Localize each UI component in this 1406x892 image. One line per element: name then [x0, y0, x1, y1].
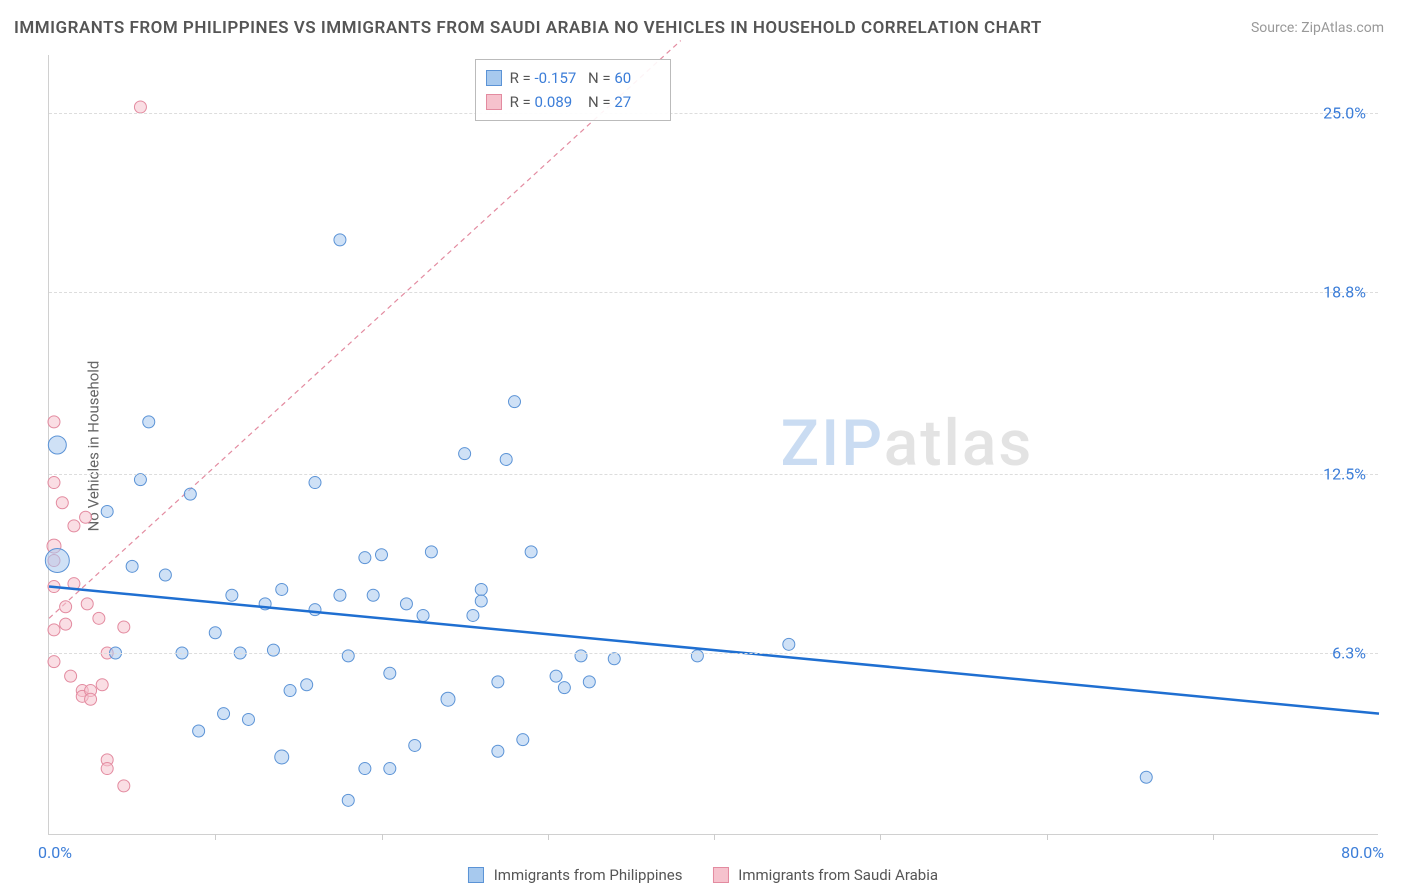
x-tick — [382, 834, 383, 840]
gridline-h — [49, 653, 1378, 654]
stats-row-saudi: R = 0.089 N = 27 — [486, 90, 661, 114]
swatch-philippines-stats — [486, 70, 502, 86]
gridline-h — [49, 474, 1378, 475]
stats-legend: R = -0.157 N = 60R = 0.089 N = 27 — [475, 59, 672, 121]
stats-text-saudi: R = 0.089 N = 27 — [510, 90, 661, 114]
x-tick — [714, 834, 715, 840]
legend-label-saudi: Immigrants from Saudi Arabia — [738, 866, 938, 884]
chart-svg — [49, 55, 1378, 834]
swatch-saudi — [713, 867, 729, 883]
legend-item-saudi: Immigrants from Saudi Arabia — [713, 866, 939, 884]
x-axis-max: 80.0% — [1341, 843, 1384, 862]
x-tick — [880, 834, 881, 840]
legend-label-philippines: Immigrants from Philippines — [494, 866, 683, 884]
stats-row-philippines: R = -0.157 N = 60 — [486, 66, 661, 90]
stats-text-philippines: R = -0.157 N = 60 — [510, 66, 661, 90]
legend-bottom: Immigrants from Philippines Immigrants f… — [468, 866, 938, 884]
source-attribution: Source: ZipAtlas.com — [1251, 20, 1384, 36]
y-tick-label: 6.3% — [1332, 644, 1366, 663]
x-axis-min: 0.0% — [38, 843, 72, 862]
x-tick — [1047, 834, 1048, 840]
legend-item-philippines: Immigrants from Philippines — [468, 866, 683, 884]
gridline-h — [49, 292, 1378, 293]
x-tick — [215, 834, 216, 840]
x-tick — [1213, 834, 1214, 840]
correlation-chart: IMMIGRANTS FROM PHILIPPINES VS IMMIGRANT… — [0, 0, 1406, 892]
chart-title: IMMIGRANTS FROM PHILIPPINES VS IMMIGRANT… — [14, 18, 1042, 38]
plot-area: 6.3%12.5%18.8%25.0%ZIPatlasR = -0.157 N … — [48, 55, 1378, 835]
x-tick — [548, 834, 549, 840]
swatch-philippines — [468, 867, 484, 883]
y-tick-label: 18.8% — [1323, 282, 1366, 301]
swatch-saudi-stats — [486, 94, 502, 110]
gridline-h — [49, 113, 1378, 114]
y-tick-label: 12.5% — [1323, 464, 1366, 483]
y-tick-label: 25.0% — [1323, 103, 1366, 122]
